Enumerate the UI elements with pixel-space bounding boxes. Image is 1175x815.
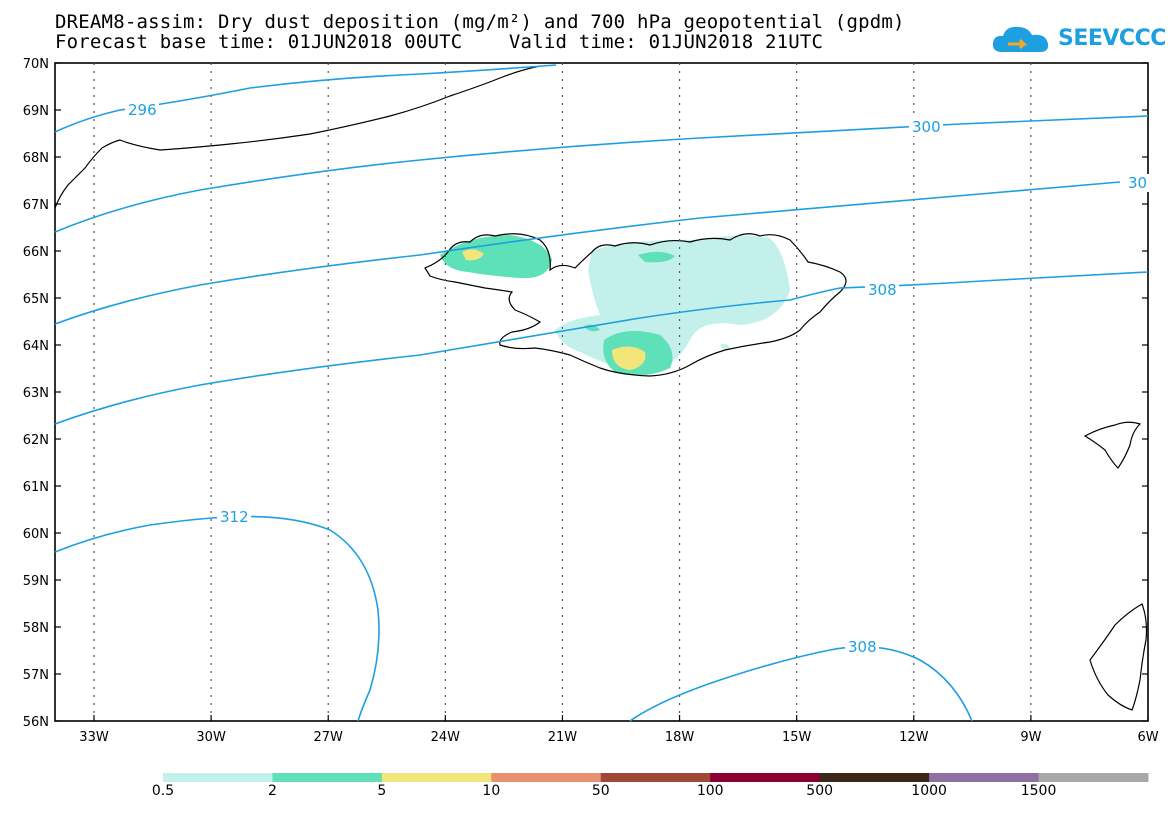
legend-swatch bbox=[491, 773, 602, 782]
logo-text: SEEVCCC bbox=[1058, 26, 1166, 51]
geopotential-contours bbox=[54, 64, 1149, 722]
legend-label: 10 bbox=[482, 783, 501, 799]
lat-label: 66N bbox=[23, 245, 49, 260]
contour-296 bbox=[54, 64, 557, 133]
latitude-labels: 70N 69N 68N 67N 66N 65N 64N 63N 62N 61N 60N 59N 58N 5… bbox=[23, 57, 49, 730]
legend-label: 1500 bbox=[1020, 783, 1057, 799]
lon-label: 24W bbox=[431, 730, 461, 745]
contour-label-c296: 296 bbox=[128, 101, 157, 119]
contour-308a bbox=[54, 271, 1149, 425]
lon-label: 15W bbox=[782, 730, 812, 745]
lat-label: 62N bbox=[23, 433, 49, 448]
contour-label-c300: 300 bbox=[912, 118, 941, 136]
lat-label: 65N bbox=[23, 292, 49, 307]
lat-label: 59N bbox=[23, 574, 49, 589]
contour-312 bbox=[54, 515, 380, 722]
legend-swatch bbox=[1038, 773, 1149, 782]
lat-label: 68N bbox=[23, 151, 49, 166]
contour-label-c312: 312 bbox=[220, 508, 249, 526]
lat-label: 67N bbox=[23, 198, 49, 213]
lon-label: 9W bbox=[1020, 730, 1041, 745]
lat-label: 63N bbox=[23, 386, 49, 401]
lat-label: 60N bbox=[23, 527, 49, 542]
legend-label: 50 bbox=[591, 783, 610, 799]
legend-label: 100 bbox=[696, 783, 724, 799]
legend-swatch bbox=[929, 773, 1040, 782]
legend-swatch bbox=[272, 773, 383, 782]
contour-300 bbox=[54, 115, 1149, 233]
lat-label: 57N bbox=[23, 668, 49, 683]
lon-label: 18W bbox=[665, 730, 695, 745]
contour-label-c308b: 308 bbox=[848, 638, 877, 656]
lon-label: 6W bbox=[1137, 730, 1158, 745]
contour-label-c308a: 308 bbox=[868, 281, 897, 299]
graticule bbox=[55, 62, 1149, 722]
contour-304 bbox=[54, 181, 1121, 325]
contour-labels: 296 300 30 308 312 308 bbox=[125, 101, 1149, 656]
legend-swatch bbox=[819, 773, 930, 782]
legend-label: 5 bbox=[377, 783, 387, 799]
legend-label: 500 bbox=[806, 783, 834, 799]
lon-label: 30W bbox=[196, 730, 226, 745]
lat-label: 64N bbox=[23, 339, 49, 354]
lat-label: 58N bbox=[23, 621, 49, 636]
lat-label: 56N bbox=[23, 715, 49, 730]
lon-label: 33W bbox=[79, 730, 109, 745]
lat-label: 61N bbox=[23, 480, 49, 495]
lon-label: 12W bbox=[899, 730, 929, 745]
map-subtitle-times: Forecast base time: 01JUN2018 00UTC Vali… bbox=[55, 31, 824, 53]
contour-label-c304: 30 bbox=[1128, 174, 1147, 192]
cloud-logo-icon bbox=[992, 26, 1049, 52]
contour-308b bbox=[629, 645, 973, 722]
legend-swatch bbox=[600, 773, 711, 782]
legend-label: 2 bbox=[267, 783, 277, 799]
longitude-labels: 33W 30W 27W 24W 21W 18W 15W 12W 9W 6W bbox=[79, 730, 1158, 745]
map-title: DREAM8-assim: Dry dust deposition (mg/m²… bbox=[55, 11, 905, 33]
legend-swatch bbox=[710, 773, 821, 782]
lon-label: 21W bbox=[548, 730, 578, 745]
legend-colorbar bbox=[163, 773, 1149, 782]
legend-swatch bbox=[163, 773, 273, 782]
legend-label: 0.5 bbox=[151, 783, 175, 799]
legend-swatch bbox=[381, 773, 492, 782]
lat-label: 69N bbox=[23, 104, 49, 119]
lat-label: 70N bbox=[23, 57, 49, 72]
coastline bbox=[54, 65, 1148, 711]
lon-label: 27W bbox=[314, 730, 344, 745]
legend-label: 1000 bbox=[911, 783, 947, 799]
map-frame bbox=[54, 62, 1149, 722]
dust-deposition-field bbox=[440, 235, 790, 376]
